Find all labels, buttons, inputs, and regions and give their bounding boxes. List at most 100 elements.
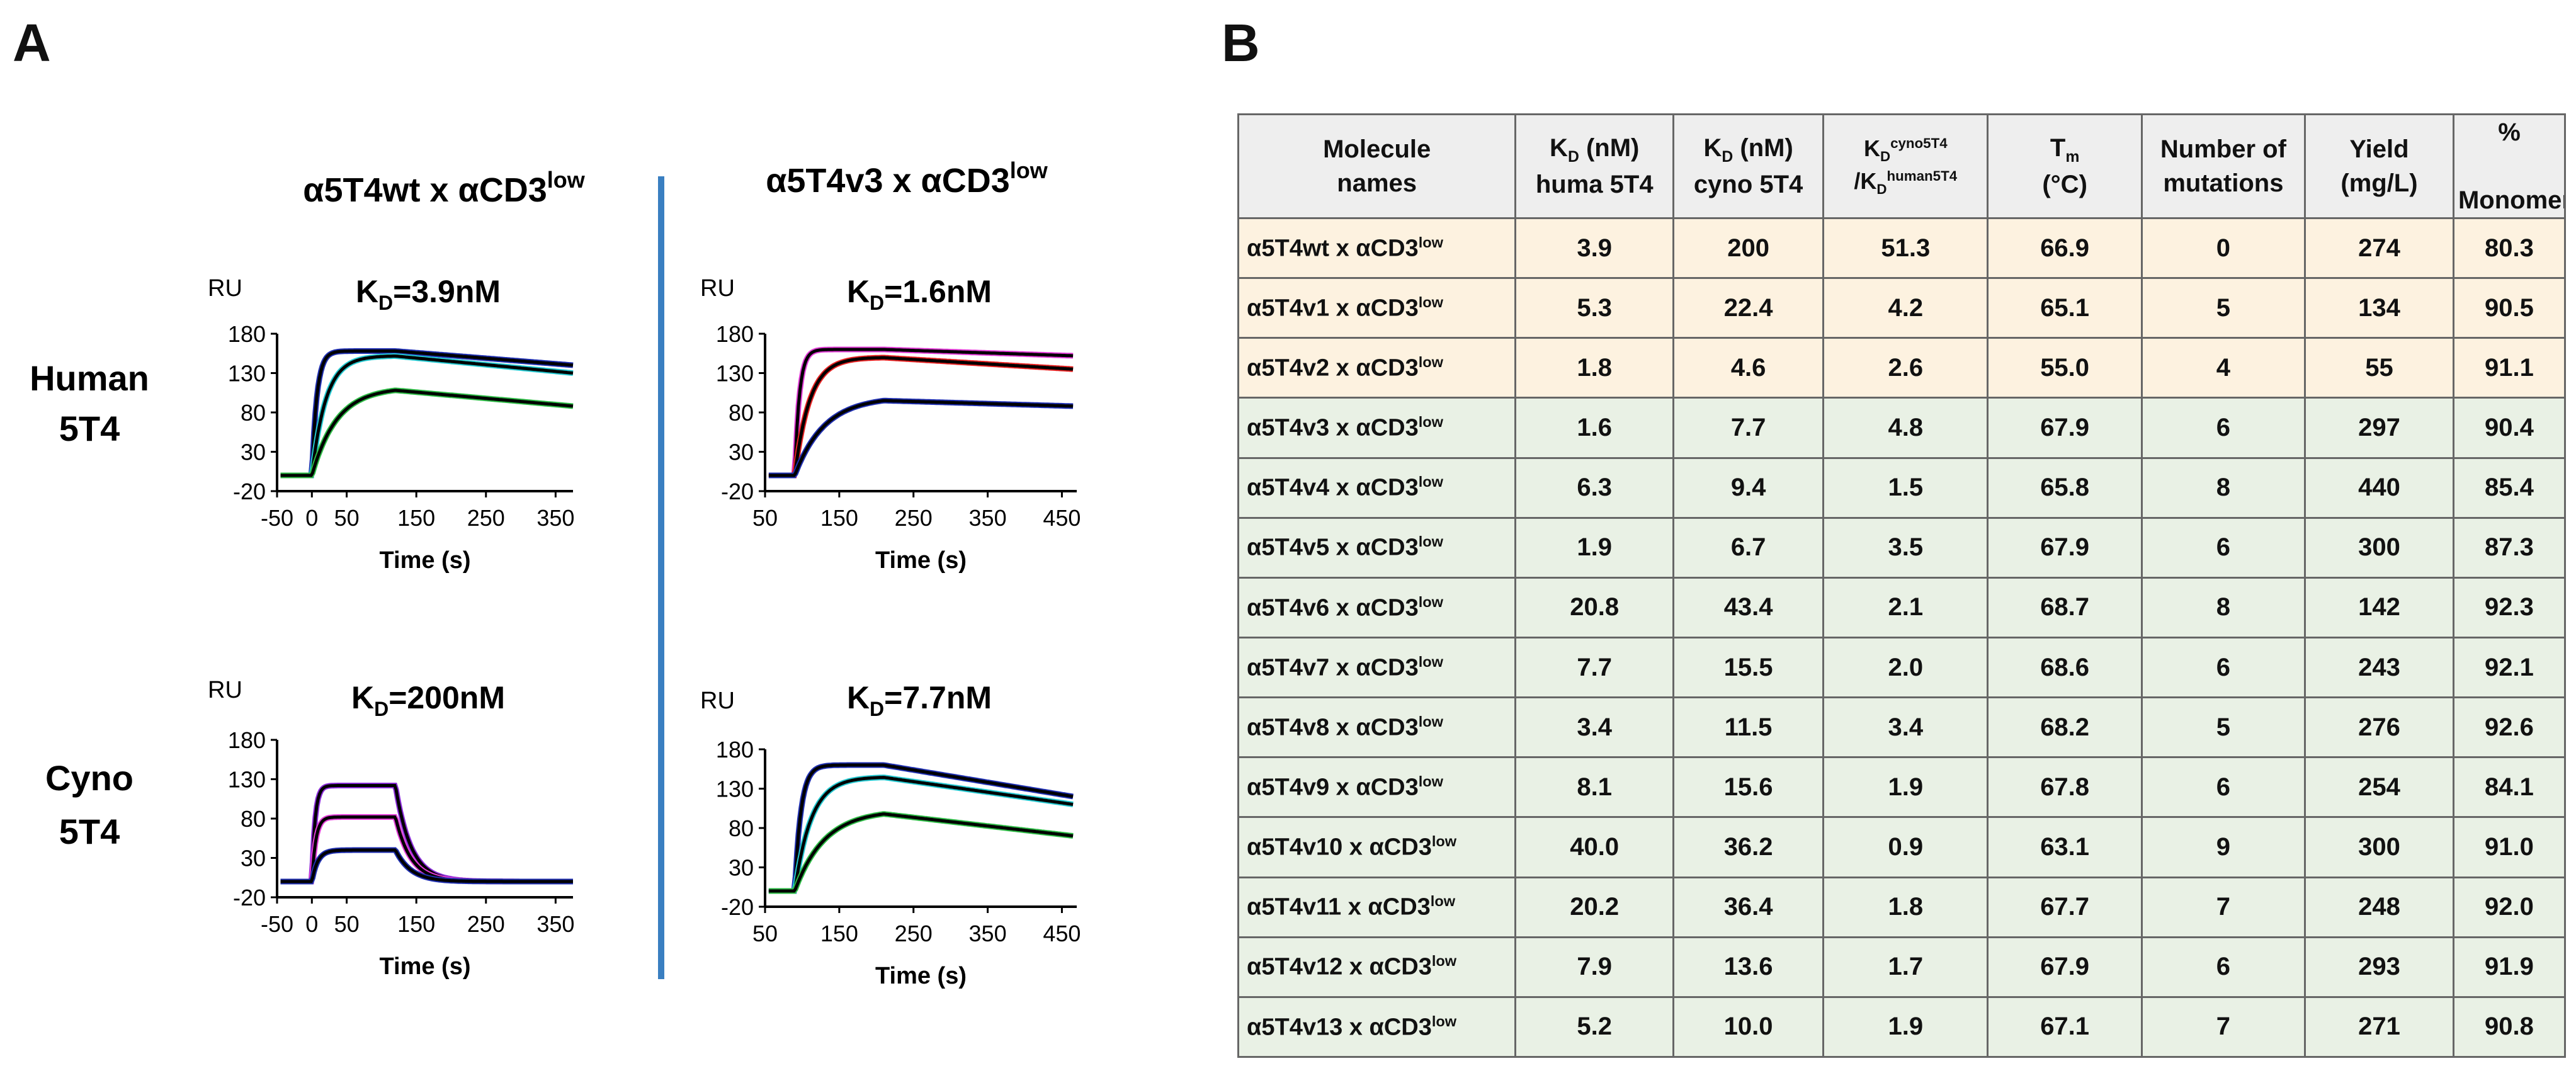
kd-cyno-cell: 6.7: [1672, 516, 1825, 579]
monomer-cell: 90.5: [2452, 277, 2567, 339]
mutations-cell: 5: [2140, 277, 2306, 339]
mutations-cell: 4: [2140, 337, 2306, 399]
y-tick-label: 80: [729, 815, 754, 841]
y-tick-label: 80: [729, 400, 754, 426]
y-tick-label: 180: [228, 727, 266, 753]
yield-cell: 142: [2303, 576, 2454, 638]
molecule-name-cell: α5T4v13 x αCD3low: [1237, 996, 1517, 1058]
tm-cell: 67.9: [1987, 516, 2143, 579]
x-tick-label: 450: [1043, 505, 1081, 531]
kd-human-cell: 5.2: [1514, 996, 1675, 1058]
molecule-name-cell: α5T4v1 x αCD3low: [1237, 277, 1517, 339]
x-tick-label: 250: [895, 505, 933, 531]
yield-cell: 55: [2303, 337, 2454, 399]
fit-curve-lower: [768, 399, 1074, 477]
data-series-upper: [280, 353, 574, 479]
x-tick-label: 150: [820, 505, 858, 531]
x-tick-label: 450: [1043, 921, 1081, 946]
header-monomer: % Monomer: [2452, 113, 2567, 219]
table-row: α5T4v2 x αCD3low 1.8 4.6 2.6 55.0 4 55 91.1: [1237, 337, 2567, 399]
y-axis-label: RU: [700, 275, 735, 302]
y-tick-label: 130: [716, 776, 754, 802]
mutations-cell: 0: [2140, 217, 2306, 280]
x-tick-label: 250: [467, 911, 505, 937]
table-row: α5T4v8 x αCD3low 3.4 11.5 3.4 68.2 5 276 92.6: [1237, 696, 2567, 759]
col-title-v3: α5T4v3 x αCD3low: [766, 157, 1048, 200]
y-tick-label: -20: [233, 885, 266, 911]
molecule-name-cell: α5T4v12 x αCD3low: [1237, 936, 1517, 998]
header-kd-cyno: KD (nM) cyno 5T4: [1672, 113, 1825, 219]
mutations-cell: 6: [2140, 756, 2306, 819]
kd-human-cell: 40.0: [1514, 816, 1675, 878]
fit-curve-low: [280, 848, 573, 883]
monomer-cell: 90.8: [2452, 996, 2567, 1058]
x-tick-label: 250: [895, 921, 933, 946]
y-tick-label: 130: [228, 767, 266, 793]
header-mutations: Number of mutations: [2140, 113, 2306, 219]
yield-cell: 293: [2303, 936, 2454, 998]
kd-cyno-cell: 36.4: [1672, 876, 1825, 938]
monomer-cell: 91.9: [2452, 936, 2567, 998]
table-row: α5T4v10 x αCD3low 40.0 36.2 0.9 63.1 9 300 91.0: [1237, 816, 2567, 878]
monomer-cell: 92.6: [2452, 696, 2567, 759]
fit-curve-mid: [768, 356, 1074, 477]
x-tick-label: 150: [397, 505, 435, 531]
table-row: α5T4v1 x αCD3low 5.3 22.4 4.2 65.1 5 134 90.5: [1237, 277, 2567, 339]
molecule-name-cell: α5T4v4 x αCD3low: [1237, 457, 1517, 519]
x-tick-label: 50: [752, 921, 778, 946]
tm-cell: 67.8: [1987, 756, 2143, 819]
molecule-name-cell: α5T4v10 x αCD3low: [1237, 816, 1517, 878]
kd-cyno-cell: 200: [1672, 217, 1825, 280]
fit-curve-lower: [280, 389, 574, 477]
molecule-name-cell: α5T4v6 x αCD3low: [1237, 576, 1517, 638]
monomer-cell: 87.3: [2452, 516, 2567, 579]
row-title-cyno-line2: 5T4: [59, 812, 120, 851]
monomer-cell: 85.4: [2452, 457, 2567, 519]
molecule-name-cell: α5T4v9 x αCD3low: [1237, 756, 1517, 819]
mutations-cell: 7: [2140, 996, 2306, 1058]
kd-human-cell: 6.3: [1514, 457, 1675, 519]
yield-cell: 271: [2303, 996, 2454, 1058]
mutations-cell: 8: [2140, 457, 2306, 519]
monomer-cell: 84.1: [2452, 756, 2567, 819]
kd-ratio-cell: 1.7: [1822, 936, 1989, 998]
row-title-cyno-line1: Cyno: [45, 758, 133, 798]
chart-title: KD=3.9nM: [356, 274, 501, 314]
monomer-cell: 91.1: [2452, 337, 2567, 399]
kd-cyno-cell: 43.4: [1672, 576, 1825, 638]
sensorgram-wt-cyno: KD=200nM RU -20 30 80 130 180 -50 0 50 150 250 350 Ti…: [208, 677, 574, 980]
x-axis-label: Time (s): [875, 547, 967, 574]
chart-title: KD=200nM: [351, 680, 505, 720]
mutations-cell: 6: [2140, 397, 2306, 459]
kd-human-cell: 8.1: [1514, 756, 1675, 819]
x-tick-label: 0: [305, 911, 318, 937]
results-table: Molecule names KD (nM) huma 5T4 KD (nM) cyn…: [1237, 113, 2567, 1058]
kd-human-cell: 3.4: [1514, 696, 1675, 759]
tm-cell: 65.8: [1987, 457, 2143, 519]
x-tick-label: 50: [752, 505, 778, 531]
kd-ratio-cell: 1.8: [1822, 876, 1989, 938]
tm-cell: 63.1: [1987, 816, 2143, 878]
kd-human-cell: 7.9: [1514, 936, 1675, 998]
table-row: α5T4v5 x αCD3low 1.9 6.7 3.5 67.9 6 300 87.3: [1237, 516, 2567, 579]
tm-cell: 67.1: [1987, 996, 2143, 1058]
header-tm: Tm (°C): [1987, 113, 2143, 219]
yield-cell: 274: [2303, 217, 2454, 280]
header-molecule: Molecule names: [1237, 113, 1517, 219]
tm-cell: 68.2: [1987, 696, 2143, 759]
header-kd-ratio: KDcyno5T4/KDhuman5T4: [1822, 113, 1989, 219]
y-tick-label: 80: [241, 806, 266, 832]
x-axis-label: Time (s): [379, 953, 470, 980]
kd-ratio-cell: 3.4: [1822, 696, 1989, 759]
kd-ratio-cell: 1.9: [1822, 756, 1989, 819]
row-title-human-line1: Human: [30, 358, 149, 398]
kd-human-cell: 3.9: [1514, 217, 1675, 280]
fit-curve-high: [280, 784, 573, 883]
mutations-cell: 7: [2140, 876, 2306, 938]
monomer-cell: 80.3: [2452, 217, 2567, 280]
y-tick-label: 80: [241, 400, 266, 426]
sensorgram-v3-cyno: KD=7.7nM RU -20 30 80 130 180 50 150 250 350 450 Tim…: [700, 680, 1081, 989]
x-tick-label: -50: [261, 505, 293, 531]
x-tick-label: 350: [969, 921, 1007, 946]
kd-human-cell: 5.3: [1514, 277, 1675, 339]
